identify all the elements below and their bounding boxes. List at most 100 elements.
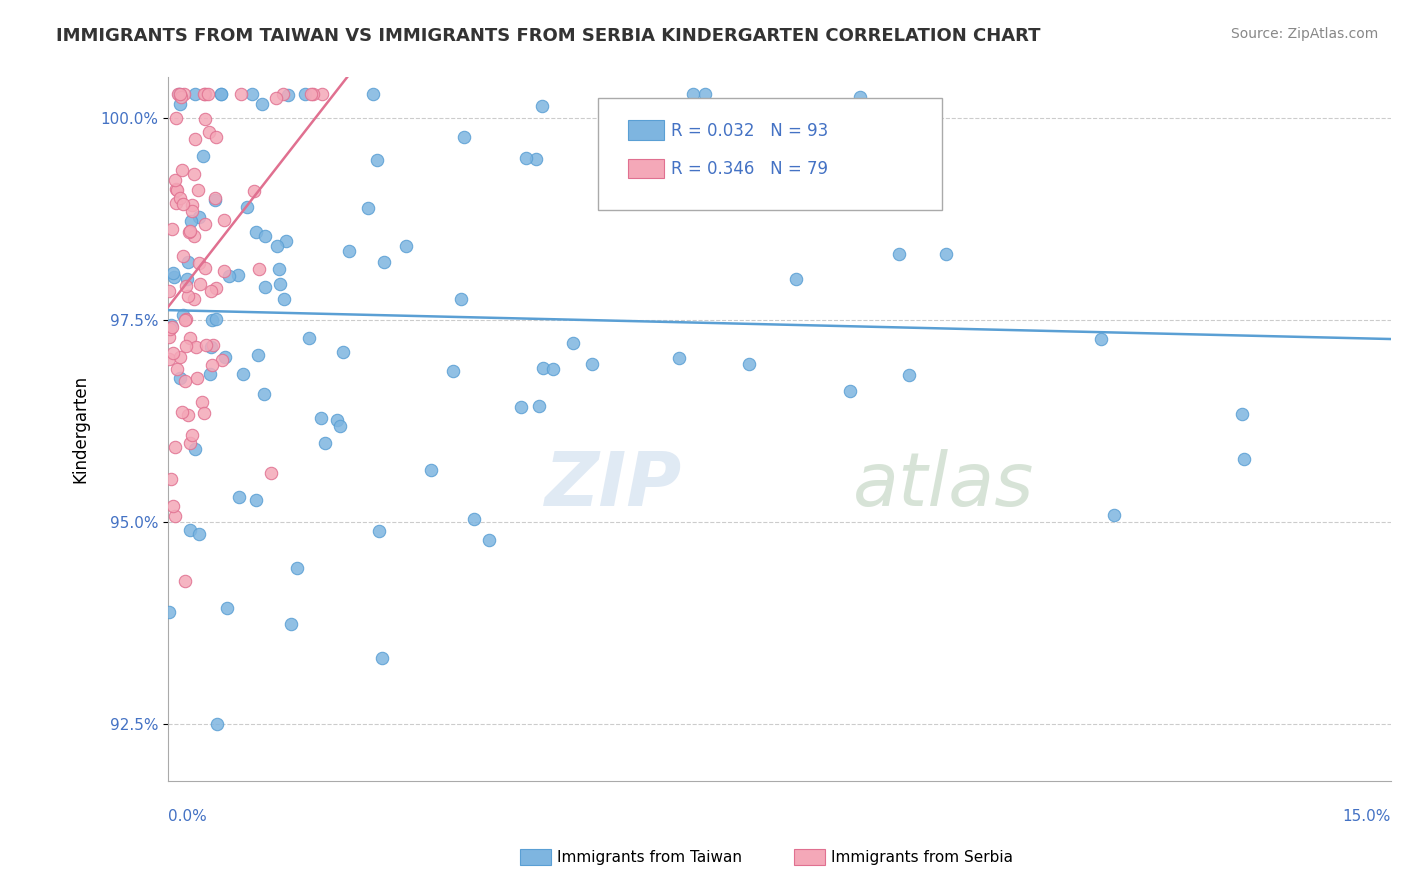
Point [181, 204, 204, 219]
Point [367, 524, 389, 539]
Point [247, 347, 270, 361]
Point [1090, 333, 1112, 347]
Point [214, 350, 236, 364]
Point [373, 254, 395, 268]
Point [194, 261, 217, 276]
Text: IMMIGRANTS FROM TAIWAN VS IMMIGRANTS FROM SERBIA KINDERGARTEN CORRELATION CHART: IMMIGRANTS FROM TAIWAN VS IMMIGRANTS FRO… [56, 27, 1040, 45]
Point [165, 173, 187, 187]
Point [183, 167, 205, 181]
Point [200, 367, 222, 381]
Point [188, 210, 211, 224]
Point [329, 419, 352, 434]
Point [160, 320, 183, 334]
Point [235, 200, 257, 214]
Point [157, 351, 180, 366]
Point [212, 213, 235, 227]
Point [839, 384, 862, 398]
Point [179, 523, 201, 537]
Point [165, 196, 187, 211]
Point [299, 87, 322, 101]
Point [205, 717, 228, 731]
Point [177, 289, 200, 303]
Text: Immigrants from Serbia: Immigrants from Serbia [831, 850, 1012, 864]
Point [166, 87, 188, 101]
Point [176, 272, 198, 286]
Point [311, 87, 333, 101]
Point [1104, 508, 1126, 522]
Point [211, 353, 233, 368]
Point [162, 266, 184, 280]
Point [302, 87, 325, 101]
Point [157, 605, 180, 619]
Point [226, 268, 249, 282]
Point [160, 473, 183, 487]
Point [250, 97, 273, 112]
Point [184, 132, 207, 146]
Point [371, 650, 394, 665]
Point [194, 112, 217, 126]
Point [169, 96, 191, 111]
Point [682, 87, 704, 101]
Text: Source: ZipAtlas.com: Source: ZipAtlas.com [1230, 27, 1378, 41]
Point [209, 87, 232, 101]
Point [897, 368, 920, 383]
Point [450, 293, 472, 307]
Point [889, 247, 911, 261]
Point [205, 312, 228, 326]
Point [935, 247, 957, 261]
Point [157, 285, 180, 299]
Point [311, 410, 333, 425]
Point [179, 331, 201, 345]
Point [186, 371, 208, 385]
Point [172, 197, 194, 211]
Point [245, 225, 267, 239]
Point [217, 600, 239, 615]
Point [463, 512, 485, 526]
Point [218, 268, 240, 283]
Point [184, 87, 207, 101]
Point [174, 279, 197, 293]
Point [420, 463, 443, 477]
Point [357, 201, 380, 215]
Point [247, 261, 270, 276]
Point [269, 262, 291, 277]
Point [177, 255, 200, 269]
Point [264, 90, 287, 104]
Point [277, 87, 299, 102]
Point [193, 149, 215, 163]
Point [159, 318, 181, 333]
Point [332, 344, 354, 359]
Point [169, 87, 191, 101]
Point [173, 87, 195, 101]
Point [157, 330, 180, 344]
Point [169, 371, 191, 385]
Point [183, 228, 205, 243]
Text: R = 0.346   N = 79: R = 0.346 N = 79 [671, 161, 828, 178]
Point [170, 163, 193, 178]
Point [201, 313, 224, 327]
Point [271, 87, 294, 101]
Point [531, 361, 554, 376]
Point [298, 331, 321, 345]
Point [231, 87, 253, 101]
Point [194, 217, 217, 231]
Point [179, 436, 201, 450]
Point [510, 400, 533, 414]
Point [184, 442, 207, 456]
Point [159, 321, 181, 335]
Point [260, 466, 283, 480]
Point [314, 435, 336, 450]
Point [165, 440, 187, 454]
Point [172, 309, 194, 323]
Point [204, 191, 226, 205]
Point [294, 87, 316, 101]
Point [188, 255, 211, 269]
Point [201, 358, 224, 372]
Point [366, 153, 388, 168]
Point [273, 292, 295, 306]
Point [285, 561, 308, 575]
Point [165, 111, 187, 125]
Point [280, 616, 302, 631]
Point [172, 248, 194, 262]
Point [527, 399, 550, 413]
